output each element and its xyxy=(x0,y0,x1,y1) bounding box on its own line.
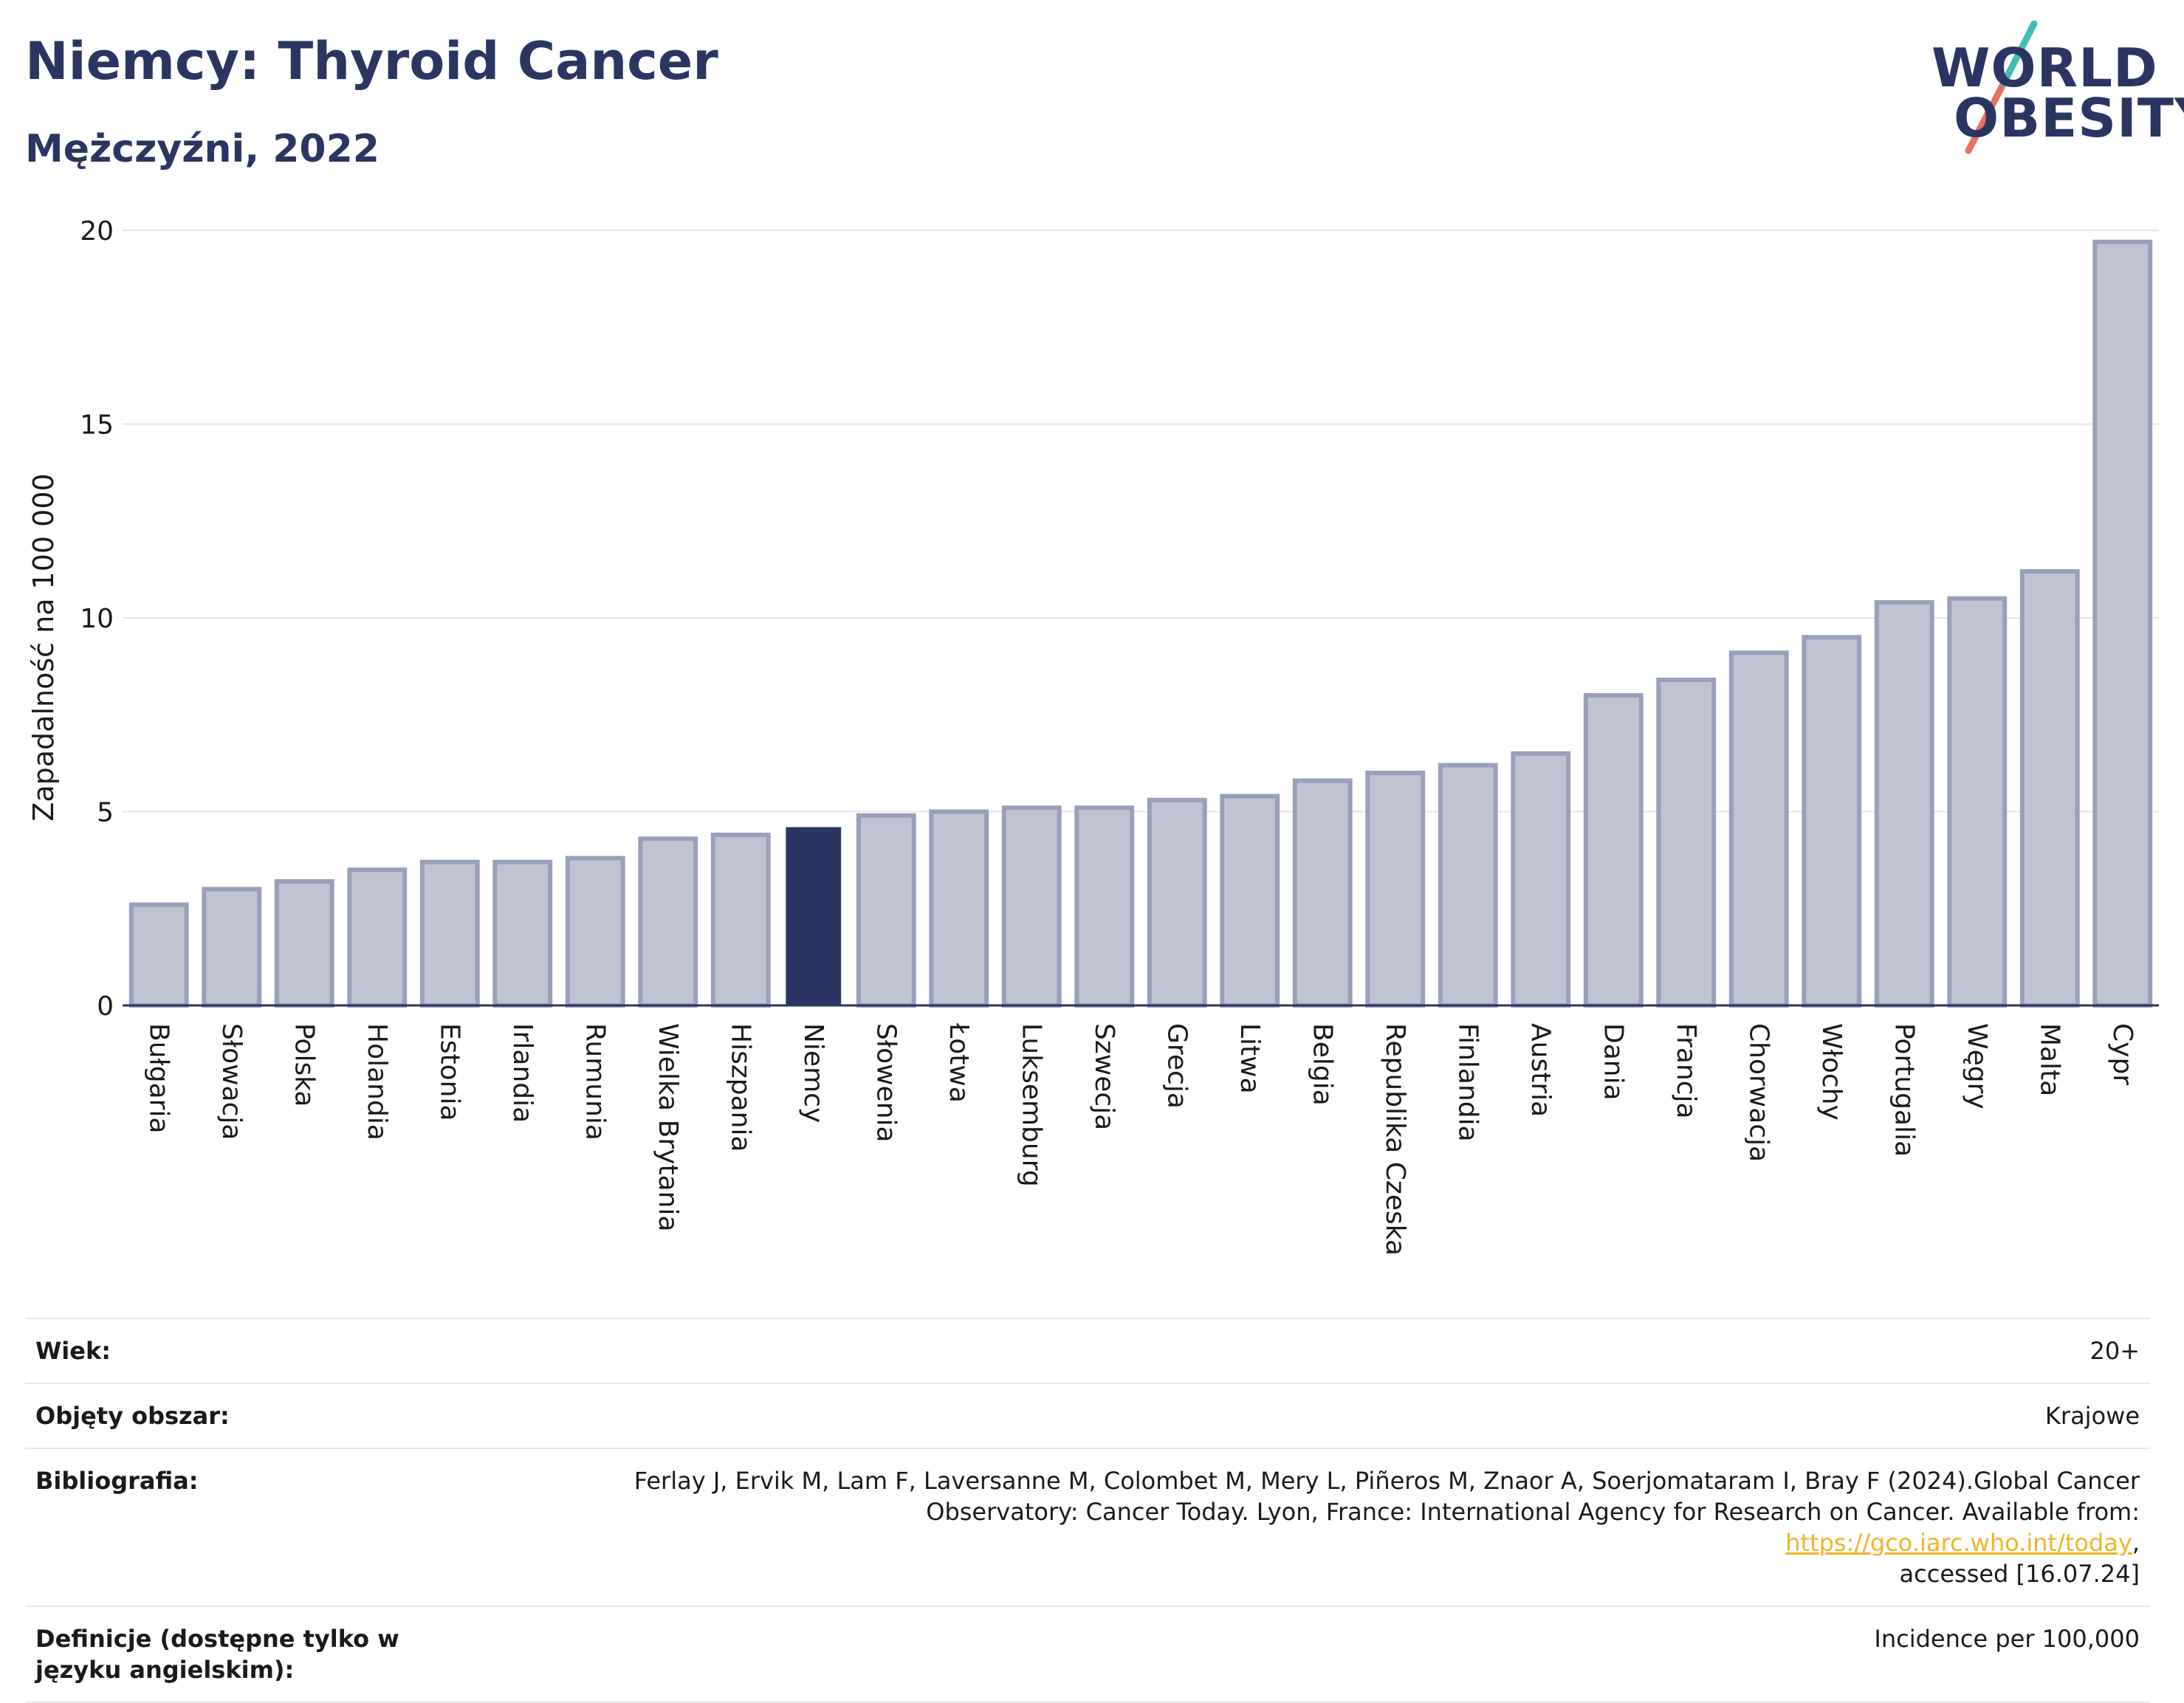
logo-slash-icon xyxy=(1965,20,2038,154)
bar-belgia[interactable] xyxy=(1292,778,1353,1008)
x-tick-label: Irlandia xyxy=(507,1023,538,1123)
y-axis-label: Zapadalność na 100 000 xyxy=(27,473,60,821)
x-tick-label: Francja xyxy=(1671,1023,1701,1119)
bar-litwa[interactable] xyxy=(1220,794,1280,1008)
x-tick-label: Bułgaria xyxy=(143,1023,174,1134)
logo-line-2: OBESITY xyxy=(1954,87,2184,149)
bar-holandia[interactable] xyxy=(347,867,408,1008)
bibliography-line-2: Observatory: Cancer Today. Lyon, France:… xyxy=(926,1498,2140,1526)
x-tick-label: Austria xyxy=(1525,1023,1556,1117)
world-obesity-logo: WORLD OBESITY xyxy=(1920,18,2184,158)
bars xyxy=(128,239,2153,1008)
bibliography-label: Bibliografia: xyxy=(35,1467,199,1495)
info-row-definitions: Definicje (dostępne tylko w języku angie… xyxy=(25,1606,2150,1703)
coverage-label: Objęty obszar: xyxy=(35,1402,230,1430)
x-tick-label: Szwecja xyxy=(1089,1023,1119,1130)
x-tick-label: Holandia xyxy=(362,1023,392,1141)
info-table: Wiek: 20+ Objęty obszar: Krajowe Bibliog… xyxy=(25,1318,2150,1703)
bar-bułgaria[interactable] xyxy=(128,902,189,1008)
y-axis-ticks: 0 5 10 15 20 xyxy=(80,216,114,1022)
x-tick-label: Węgry xyxy=(1962,1023,1992,1109)
y-tick-label: 5 xyxy=(97,798,114,828)
info-row-coverage: Objęty obszar: Krajowe xyxy=(25,1383,2150,1448)
info-row-age: Wiek: 20+ xyxy=(25,1318,2150,1383)
info-row-bibliography: Bibliografia: Ferlay J, Ervik M, Lam F, … xyxy=(25,1448,2150,1606)
x-tick-label: Portugalia xyxy=(1889,1023,1919,1157)
x-tick-label: Niemcy xyxy=(798,1023,828,1123)
bar-dania[interactable] xyxy=(1583,693,1644,1008)
bibliography-line-3: accessed [16.07.24] xyxy=(1899,1560,2140,1588)
bar-finlandia[interactable] xyxy=(1438,763,1498,1008)
coverage-value: Krajowe xyxy=(2044,1402,2140,1430)
bar-słowacja[interactable] xyxy=(202,887,262,1008)
y-tick-label: 0 xyxy=(97,991,114,1022)
bar-wielka-brytania[interactable] xyxy=(638,836,698,1008)
x-tick-label: Rumunia xyxy=(580,1023,610,1141)
page-subtitle: Mężczyźni, 2022 xyxy=(25,127,380,171)
definitions-label: Definicje (dostępne tylko w języku angie… xyxy=(35,1625,399,1684)
bar-austria[interactable] xyxy=(1511,751,1571,1008)
x-tick-label: Estonia xyxy=(434,1023,464,1121)
bar-niemcy[interactable] xyxy=(786,827,842,1006)
bar-szwecja[interactable] xyxy=(1074,805,1135,1008)
bar-rumunia[interactable] xyxy=(565,856,625,1008)
bar-irlandia[interactable] xyxy=(492,859,553,1008)
age-value: 20+ xyxy=(2089,1337,2140,1365)
bar-grecja[interactable] xyxy=(1147,797,1207,1008)
x-tick-label: Wielka Brytania xyxy=(653,1023,683,1232)
bar-chart: 0 5 10 15 20 Bułgaria Słowacja Polska Holandia E… xyxy=(27,216,2159,1256)
definitions-value: Incidence per 100,000 xyxy=(1874,1625,2140,1653)
y-tick-label: 15 xyxy=(80,410,114,441)
bar-hiszpania[interactable] xyxy=(710,833,771,1008)
x-tick-label: Chorwacja xyxy=(1743,1023,1773,1162)
bibliography-link[interactable]: https://gco.iarc.who.int/today xyxy=(1785,1529,2132,1557)
bar-francja[interactable] xyxy=(1656,678,1717,1008)
x-tick-label: Łotwa xyxy=(944,1022,974,1103)
x-tick-label: Republika Czeska xyxy=(1380,1023,1410,1256)
bar-malta[interactable] xyxy=(2019,569,2080,1008)
x-tick-label: Luksemburg xyxy=(1016,1023,1046,1187)
bibliography-value: Ferlay J, Ervik M, Lam F, Laversanne M, … xyxy=(589,1465,2140,1589)
bibliography-line-2-suffix: , xyxy=(2132,1529,2140,1557)
x-tick-label: Polska xyxy=(289,1023,319,1107)
bar-luksemburg[interactable] xyxy=(1001,805,1062,1008)
logo-line-1: WORLD xyxy=(1931,37,2158,99)
page-title: Niemcy: Thyroid Cancer xyxy=(25,31,718,92)
x-tick-label: Grecja xyxy=(1161,1023,1192,1109)
bar-estonia[interactable] xyxy=(419,859,480,1008)
x-tick-label: Finlandia xyxy=(1452,1023,1483,1142)
x-tick-label: Dania xyxy=(1598,1023,1628,1101)
x-tick-label: Belgia xyxy=(1307,1023,1337,1106)
x-tick-label: Słowenia xyxy=(870,1023,901,1143)
bar-łotwa[interactable] xyxy=(929,809,989,1008)
bar-cypr[interactable] xyxy=(2092,239,2153,1008)
bar-polska[interactable] xyxy=(274,879,334,1008)
x-tick-label: Słowacja xyxy=(216,1023,247,1140)
bibliography-line-1: Ferlay J, Ervik M, Lam F, Laversanne M, … xyxy=(633,1467,2140,1495)
bar-portugalia[interactable] xyxy=(1874,600,1934,1008)
bar-węgry[interactable] xyxy=(1947,596,2008,1008)
age-label: Wiek: xyxy=(35,1337,111,1365)
bar-republika-czeska[interactable] xyxy=(1365,771,1426,1008)
y-tick-label: 10 xyxy=(80,604,114,634)
y-tick-label: 20 xyxy=(80,216,114,247)
bar-słowenia[interactable] xyxy=(856,813,916,1008)
x-tick-label: Cypr xyxy=(2107,1023,2137,1085)
x-axis-labels: Bułgaria Słowacja Polska Holandia Estonia Irl… xyxy=(143,1022,2137,1256)
bar-chorwacja[interactable] xyxy=(1728,650,1789,1008)
x-tick-label: Malta xyxy=(2034,1023,2064,1096)
bar-włochy[interactable] xyxy=(1802,635,1862,1008)
x-tick-label: Włochy xyxy=(1816,1023,1847,1121)
x-tick-label: Litwa xyxy=(1234,1023,1265,1094)
x-tick-label: Hiszpania xyxy=(725,1023,755,1152)
